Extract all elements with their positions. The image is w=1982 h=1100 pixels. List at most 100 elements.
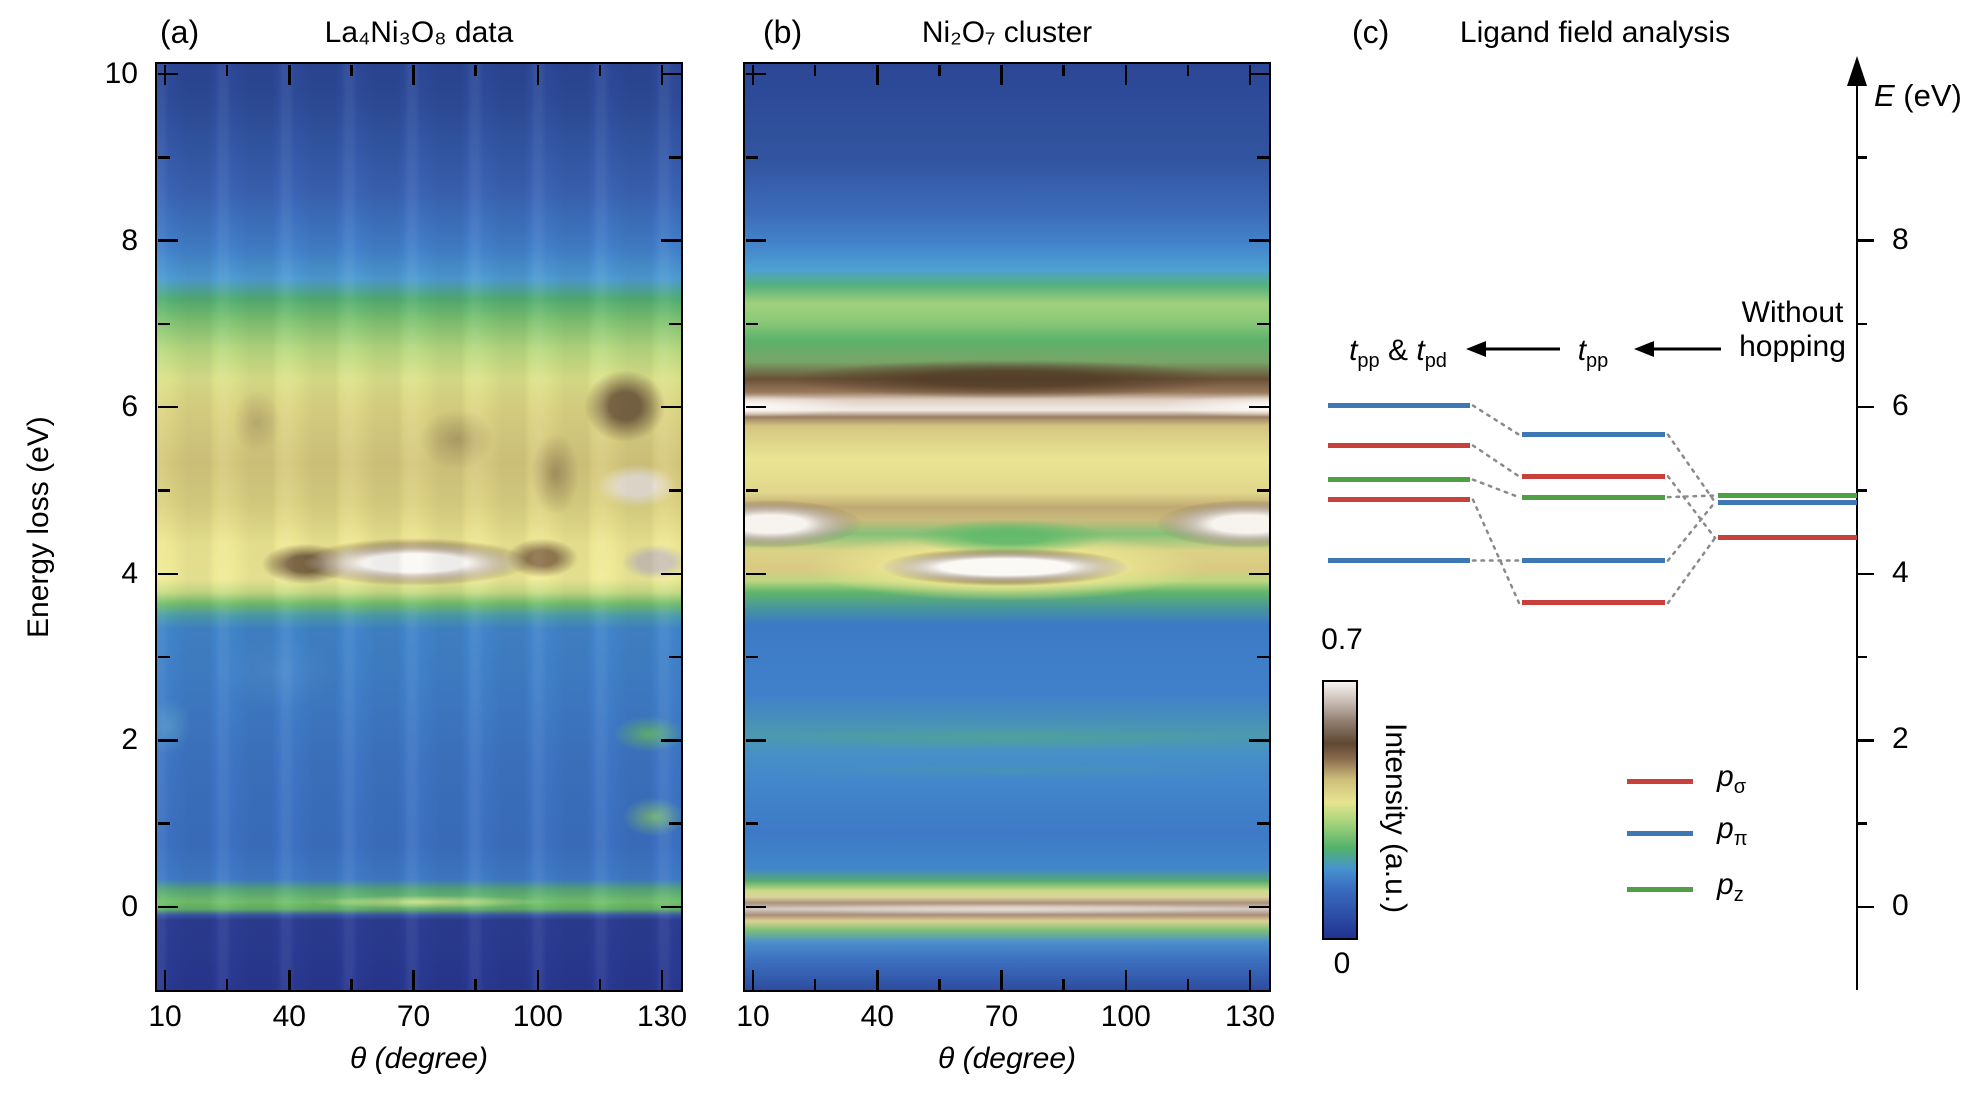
without-hopping-line2: hopping <box>1739 330 1846 363</box>
legend-line-p-σ <box>1627 778 1693 784</box>
panel-a-tag: (a) <box>160 14 200 50</box>
legend-label-p-z: pz <box>1717 868 1744 906</box>
x-tick <box>350 978 353 990</box>
y-tick-label: 2 <box>121 723 138 757</box>
x-tick-label: 10 <box>148 1000 182 1033</box>
x-tick <box>288 64 291 85</box>
energy-tick-label: 6 <box>1892 389 1909 423</box>
colorbar-min-label: 0 <box>1333 947 1351 980</box>
x-tick <box>163 969 167 990</box>
y-tick <box>660 572 681 576</box>
x-tick-label: 70 <box>984 1000 1019 1033</box>
colorbar-axis-label: Intensity (a.u.) <box>1379 722 1412 914</box>
y-tick-label: 6 <box>121 390 138 424</box>
heatmap-panel-a <box>155 62 683 992</box>
y-tick <box>157 239 178 242</box>
level-right-pz <box>1718 492 1857 498</box>
y-tick <box>745 489 758 492</box>
y-tick <box>157 822 170 825</box>
y-tick <box>745 156 758 159</box>
x-tick <box>474 64 477 76</box>
energy-axis-line <box>1855 76 1859 990</box>
y-tick <box>1256 322 1269 326</box>
y-tick <box>1256 489 1269 492</box>
y-tick <box>1256 655 1269 659</box>
level-right-psigma <box>1718 535 1857 541</box>
x-tick <box>813 978 817 990</box>
level-left-ppi <box>1328 403 1470 409</box>
x-tick <box>1062 978 1065 990</box>
x-tick <box>1186 978 1190 990</box>
x-tick <box>536 64 539 85</box>
y-tick <box>745 72 766 76</box>
x-tick <box>1000 64 1003 85</box>
energy-axis-minor-tick <box>1858 322 1867 326</box>
level-mid-ppi <box>1522 432 1665 438</box>
y-tick <box>157 489 170 492</box>
y-tick-label: 10 <box>104 57 138 90</box>
colorbar <box>1322 680 1358 940</box>
x-axis-label-b: θ (degree) <box>743 1042 1271 1076</box>
level-left-ppi <box>1328 557 1470 563</box>
without-hopping-label: Without hopping <box>1725 296 1860 364</box>
y-tick <box>668 655 681 659</box>
legend-label-p-σ: pσ <box>1717 760 1747 798</box>
energy-tick-label: 2 <box>1892 722 1909 756</box>
y-tick <box>660 405 681 409</box>
y-tick <box>745 822 758 825</box>
y-tick <box>157 905 178 909</box>
level-left-psigma <box>1328 497 1470 503</box>
x-tick <box>938 978 941 990</box>
level-mid-pz <box>1522 494 1665 500</box>
x-tick <box>1186 64 1190 76</box>
panel-c-title: Ligand field analysis <box>1459 16 1731 49</box>
y-tick <box>668 822 681 825</box>
x-tick-label: 10 <box>736 1000 770 1033</box>
without-hopping-line1: Without <box>1741 296 1844 329</box>
panel-b-title: Ni₂O₇ cluster <box>921 16 1093 49</box>
x-tick <box>813 64 817 76</box>
x-tick <box>412 64 415 85</box>
energy-tick-label: 4 <box>1892 555 1909 589</box>
x-tick <box>225 64 229 76</box>
x-tick <box>1124 64 1127 85</box>
x-tick-label: 40 <box>272 1000 306 1033</box>
y-tick <box>668 489 681 492</box>
x-tick <box>225 978 229 990</box>
x-tick <box>1248 969 1252 990</box>
y-tick <box>1248 405 1269 409</box>
x-tick-label: 100 <box>512 1000 563 1033</box>
y-tick <box>745 655 758 659</box>
y-tick <box>668 156 681 159</box>
y-tick <box>660 239 681 242</box>
level-mid-ppi <box>1522 557 1665 563</box>
energy-tick-label: 8 <box>1892 222 1909 256</box>
energy-axis-minor-tick <box>1858 489 1867 492</box>
energy-axis-tick <box>1858 572 1874 576</box>
energy-axis-label: E (eV) <box>1874 78 1962 113</box>
panel-a-title: La₄Ni₃O₈ data <box>324 16 514 49</box>
x-tick <box>598 64 602 76</box>
y-tick <box>660 905 681 909</box>
y-tick <box>157 322 170 326</box>
energy-axis-minor-tick <box>1858 156 1867 159</box>
y-tick-label: 4 <box>121 556 138 590</box>
y-tick <box>745 905 766 909</box>
y-tick <box>1248 572 1269 576</box>
y-tick <box>157 72 178 76</box>
y-tick <box>1248 72 1269 76</box>
energy-axis-minor-tick <box>1858 822 1867 825</box>
y-tick <box>157 156 170 159</box>
level-left-psigma <box>1328 443 1470 449</box>
x-axis-label-a: θ (degree) <box>155 1042 683 1076</box>
x-tick <box>938 64 941 76</box>
y-tick <box>1256 156 1269 159</box>
y-tick <box>660 72 681 76</box>
y-tick-label: 8 <box>121 223 138 257</box>
theta-symbol: θ (degree) <box>937 1042 1076 1075</box>
tpp-tpd-label: tpp & tpd <box>1349 334 1447 372</box>
x-tick-label: 70 <box>396 1000 431 1033</box>
level-mid-psigma <box>1522 600 1665 606</box>
x-tick <box>598 978 602 990</box>
y-tick <box>745 739 766 742</box>
